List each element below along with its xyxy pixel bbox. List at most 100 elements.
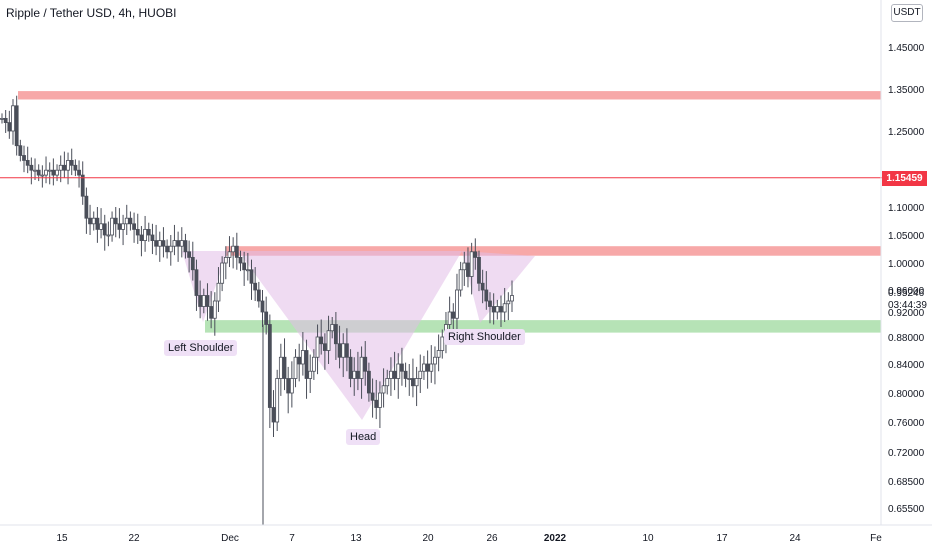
candle (315, 324, 320, 375)
candle (256, 281, 261, 308)
candle (425, 350, 430, 389)
price-tick-label: 0.92000 (888, 308, 925, 319)
price-tick-label: 1.05000 (888, 231, 925, 242)
candle (293, 349, 298, 388)
price-tick-label: 1.35000 (888, 85, 925, 96)
candle (146, 222, 151, 242)
candle (337, 325, 342, 369)
candle (11, 99, 15, 145)
candle (308, 354, 313, 393)
candle (359, 346, 364, 399)
candle (77, 160, 81, 188)
candle (275, 369, 280, 431)
time-tick-label: 7 (289, 533, 295, 544)
candle (370, 378, 375, 418)
candle (212, 292, 217, 336)
price-tick-label: 0.88000 (888, 333, 925, 344)
candle (352, 357, 357, 396)
candle (135, 213, 140, 244)
time-axis: 15 22 Dec 7 13 20 26 2022 10 17 24 Fe (56, 533, 882, 544)
candle (440, 329, 445, 359)
candle (491, 293, 496, 325)
candle (80, 161, 85, 205)
candle (330, 317, 335, 339)
candle (161, 227, 166, 258)
candle (499, 295, 503, 327)
time-tick-label: Dec (221, 533, 239, 544)
time-tick-label: Fe (870, 533, 882, 544)
candle (110, 211, 114, 242)
candle (282, 338, 287, 391)
candle (124, 204, 129, 235)
candle (311, 349, 316, 380)
price-tick-label: 0.65500 (888, 504, 925, 515)
candle (506, 292, 511, 321)
candle (289, 361, 294, 408)
candle (0, 113, 4, 124)
candle (29, 157, 34, 185)
candle (322, 333, 327, 370)
price-tick-label: 0.72000 (888, 448, 925, 459)
candle (143, 215, 147, 252)
candle (502, 287, 507, 322)
head-label: Head (346, 429, 381, 445)
candle (190, 241, 195, 281)
candle (95, 207, 100, 243)
candle (165, 239, 170, 259)
candle (128, 211, 133, 231)
candle (139, 226, 144, 257)
price-tick-label: 0.80000 (888, 389, 925, 400)
candle (484, 271, 489, 310)
candle (198, 280, 203, 319)
candle (458, 261, 463, 297)
candle (176, 231, 181, 262)
candle (132, 212, 136, 243)
candle (69, 148, 74, 176)
time-tick-label: 22 (128, 533, 140, 544)
zone-resistance-neckline (226, 246, 881, 256)
candle (62, 151, 67, 179)
candle (389, 357, 393, 396)
candle (363, 341, 368, 386)
price-tick-label: 0.68500 (888, 477, 925, 488)
candle (18, 139, 23, 162)
left-shoulder-label: Left Shoulder (164, 340, 238, 356)
candle (344, 328, 349, 372)
candle (242, 251, 247, 286)
price-tick-label: 0.84000 (888, 360, 925, 371)
candle (355, 351, 360, 391)
last-price-label: 0.95246 (888, 288, 925, 300)
candle (179, 227, 184, 258)
price-tick-label: 1.10000 (888, 203, 925, 214)
candle (216, 267, 221, 312)
candle (183, 233, 188, 259)
chart-title: Ripple / Tether USD, 4h, HUOBI (6, 6, 177, 20)
candle (297, 343, 302, 382)
candle (231, 237, 236, 269)
candle (102, 214, 107, 251)
candle (403, 362, 408, 388)
price-tick-label: 1.00000 (888, 259, 925, 270)
candle (84, 187, 89, 234)
time-tick-label: 10 (642, 533, 654, 544)
candle (223, 246, 228, 280)
candle (245, 252, 250, 281)
candle (367, 362, 371, 402)
zones-layer (18, 91, 881, 333)
candle (220, 256, 225, 292)
candle (267, 314, 272, 428)
candle (466, 247, 470, 288)
pattern-triangle-1 (238, 251, 462, 420)
candle (238, 250, 243, 272)
currency-button[interactable]: USDT (891, 4, 923, 22)
candle (264, 296, 269, 335)
candle (300, 332, 305, 376)
candle (278, 343, 283, 396)
price-tick-label: 1.45000 (888, 43, 925, 54)
time-tick-label: 2022 (544, 533, 567, 544)
candle (209, 291, 214, 329)
time-tick-label: 24 (789, 533, 801, 544)
candle (407, 364, 412, 396)
price-tick-label: 1.25000 (888, 127, 925, 138)
